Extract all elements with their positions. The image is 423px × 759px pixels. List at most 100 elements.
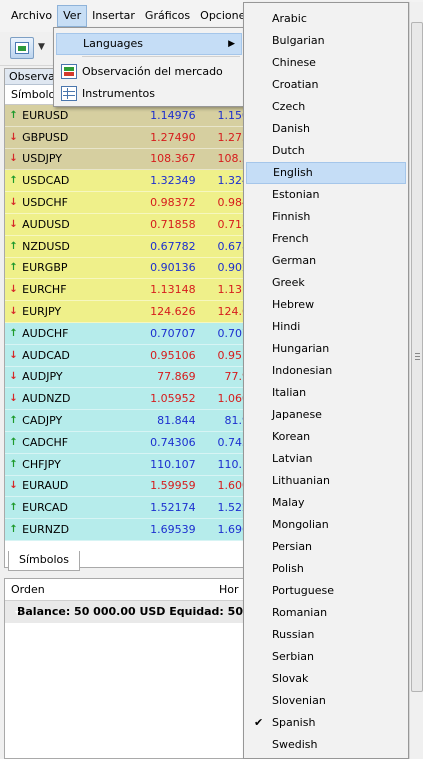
table-row[interactable]: ↑ CADCHF 0.74306 0.743 bbox=[5, 431, 253, 454]
market-watch-icon bbox=[61, 64, 77, 79]
new-chart-icon[interactable] bbox=[10, 37, 34, 59]
menu-item-instruments[interactable]: Instrumentos bbox=[56, 83, 242, 105]
language-item-finnish[interactable]: Finnish bbox=[246, 206, 406, 228]
menu-archivo[interactable]: Archivo bbox=[11, 9, 53, 22]
table-row[interactable]: ↑ EURNZD 1.69539 1.696 bbox=[5, 519, 253, 541]
market-watch-rows: ↑ EURUSD 1.14976 1.150 ↓ GBPUSD 1.27490 1.275 ↓ U… bbox=[5, 105, 253, 541]
language-item-danish[interactable]: Danish bbox=[246, 118, 406, 140]
table-row[interactable]: ↑ USDCAD 1.32349 1.324 bbox=[5, 170, 253, 193]
balance-row[interactable]: Balance: 50 000.00 USD Equidad: 50 0 bbox=[5, 601, 253, 623]
language-item-korean[interactable]: Korean bbox=[246, 426, 406, 448]
language-item-hindi[interactable]: Hindi bbox=[246, 316, 406, 338]
table-row[interactable]: ↓ EURJPY 124.626 124.6 bbox=[5, 301, 253, 323]
language-item-dutch[interactable]: Dutch bbox=[246, 140, 406, 162]
table-row[interactable]: ↑ CHFJPY 110.107 110.1 bbox=[5, 453, 253, 476]
arrow-down-icon: ↓ bbox=[9, 284, 18, 296]
table-row[interactable]: ↓ AUDUSD 0.71858 0.718 bbox=[5, 213, 253, 236]
language-label: Chinese bbox=[272, 56, 316, 69]
bid-cell: 0.95106 bbox=[150, 348, 196, 362]
language-label: Hungarian bbox=[272, 342, 330, 355]
table-row[interactable]: ↓ EURCHF 1.13148 1.131 bbox=[5, 279, 253, 302]
tab-symbols[interactable]: Símbolos bbox=[8, 551, 80, 571]
arrow-down-icon: ↓ bbox=[9, 218, 18, 230]
language-item-bulgarian[interactable]: Bulgarian bbox=[246, 30, 406, 52]
language-item-malay[interactable]: Malay bbox=[246, 492, 406, 514]
language-item-swedish[interactable]: Swedish bbox=[246, 734, 406, 756]
language-item-greek[interactable]: Greek bbox=[246, 272, 406, 294]
market-watch-title[interactable]: Observac bbox=[5, 69, 65, 85]
bid-cell: 1.27490 bbox=[150, 130, 196, 144]
language-label: Swedish bbox=[272, 738, 318, 751]
language-item-polish[interactable]: Polish bbox=[246, 558, 406, 580]
language-item-french[interactable]: French bbox=[246, 228, 406, 250]
menu-opciones[interactable]: Opciones bbox=[200, 9, 252, 22]
bid-cell: 0.98372 bbox=[150, 196, 196, 210]
symbol-cell: EURNZD bbox=[22, 523, 70, 537]
column-time[interactable]: Hor bbox=[219, 583, 239, 596]
chevron-right-icon: ▶ bbox=[228, 39, 235, 49]
menu-ver[interactable]: Ver bbox=[57, 5, 88, 27]
menu-item-languages[interactable]: Languages ▶ bbox=[56, 33, 242, 55]
table-row[interactable]: ↓ EURAUD 1.59959 1.600 bbox=[5, 475, 253, 498]
language-item-chinese[interactable]: Chinese bbox=[246, 52, 406, 74]
language-label: Polish bbox=[272, 562, 304, 575]
table-row[interactable]: ↑ AUDCHF 0.70707 0.707 bbox=[5, 322, 253, 345]
language-item-mongolian[interactable]: Mongolian bbox=[246, 514, 406, 536]
language-item-hungarian[interactable]: Hungarian bbox=[246, 338, 406, 360]
table-row[interactable]: ↓ GBPUSD 1.27490 1.275 bbox=[5, 126, 253, 149]
bid-cell: 0.74306 bbox=[150, 435, 196, 449]
chevron-down-icon[interactable]: ▼ bbox=[38, 42, 45, 52]
languages-submenu: Arabic Bulgarian Chinese Croatian Czech Danis… bbox=[243, 2, 409, 759]
language-item-slovak[interactable]: Slovak bbox=[246, 668, 406, 690]
language-item-lithuanian[interactable]: Lithuanian bbox=[246, 470, 406, 492]
language-label: Portuguese bbox=[272, 584, 334, 597]
language-item-romanian[interactable]: Romanian bbox=[246, 602, 406, 624]
column-symbol[interactable]: Símbolo bbox=[11, 88, 56, 101]
ask-cell: 1.131 bbox=[217, 283, 250, 297]
table-row[interactable]: ↓ AUDCAD 0.95106 0.951 bbox=[5, 344, 253, 367]
arrow-up-icon: ↑ bbox=[9, 458, 18, 470]
language-item-slovenian[interactable]: Slovenian bbox=[246, 690, 406, 712]
ask-cell: 81.9 bbox=[224, 414, 250, 428]
scrollbar-thumb[interactable] bbox=[411, 22, 423, 692]
language-label: Croatian bbox=[272, 78, 319, 91]
menu-item-market-watch[interactable]: Observación del mercado bbox=[56, 61, 242, 83]
menu-insertar[interactable]: Insertar bbox=[92, 9, 135, 22]
language-item-serbian[interactable]: Serbian bbox=[246, 646, 406, 668]
language-item-persian[interactable]: Persian bbox=[246, 536, 406, 558]
language-item-latvian[interactable]: Latvian bbox=[246, 448, 406, 470]
language-item-german[interactable]: German bbox=[246, 250, 406, 272]
language-item-italian[interactable]: Italian bbox=[246, 382, 406, 404]
language-label: Korean bbox=[272, 430, 311, 443]
bid-cell: 1.14976 bbox=[150, 108, 196, 122]
grip-icon bbox=[415, 353, 420, 360]
table-row[interactable]: ↓ USDCHF 0.98372 0.984 bbox=[5, 192, 253, 214]
language-item-spanish[interactable]: ✔ Spanish bbox=[246, 712, 406, 734]
language-item-croatian[interactable]: Croatian bbox=[246, 74, 406, 96]
language-item-russian[interactable]: Russian bbox=[246, 624, 406, 646]
arrow-up-icon: ↑ bbox=[9, 109, 18, 121]
table-row[interactable]: ↑ CADJPY 81.844 81.9 bbox=[5, 410, 253, 432]
scrollbar[interactable] bbox=[409, 2, 423, 759]
language-item-japanese[interactable]: Japanese bbox=[246, 404, 406, 426]
symbol-cell: USDJPY bbox=[22, 152, 63, 166]
language-item-arabic[interactable]: Arabic bbox=[246, 8, 406, 30]
table-row[interactable]: ↓ AUDNZD 1.05952 1.060 bbox=[5, 388, 253, 411]
language-label: Latvian bbox=[272, 452, 313, 465]
language-item-estonian[interactable]: Estonian bbox=[246, 184, 406, 206]
table-row[interactable]: ↑ EURGBP 0.90136 0.902 bbox=[5, 257, 253, 280]
language-item-english[interactable]: English bbox=[246, 162, 406, 184]
table-row[interactable]: ↑ EURUSD 1.14976 1.150 bbox=[5, 105, 253, 127]
table-row[interactable]: ↓ AUDJPY 77.869 77.9 bbox=[5, 366, 253, 389]
language-item-indonesian[interactable]: Indonesian bbox=[246, 360, 406, 382]
menu-graficos[interactable]: Gráficos bbox=[144, 9, 191, 22]
table-row[interactable]: ↑ NZDUSD 0.67782 0.678 bbox=[5, 235, 253, 258]
table-row[interactable]: ↓ USDJPY 108.367 108.3 bbox=[5, 148, 253, 171]
language-item-hebrew[interactable]: Hebrew bbox=[246, 294, 406, 316]
language-label: Slovenian bbox=[272, 694, 326, 707]
table-row[interactable]: ↑ EURCAD 1.52174 1.522 bbox=[5, 497, 253, 520]
bid-cell: 110.107 bbox=[150, 457, 196, 471]
language-item-czech[interactable]: Czech bbox=[246, 96, 406, 118]
column-order[interactable]: Orden bbox=[11, 583, 45, 596]
language-item-portuguese[interactable]: Portuguese bbox=[246, 580, 406, 602]
